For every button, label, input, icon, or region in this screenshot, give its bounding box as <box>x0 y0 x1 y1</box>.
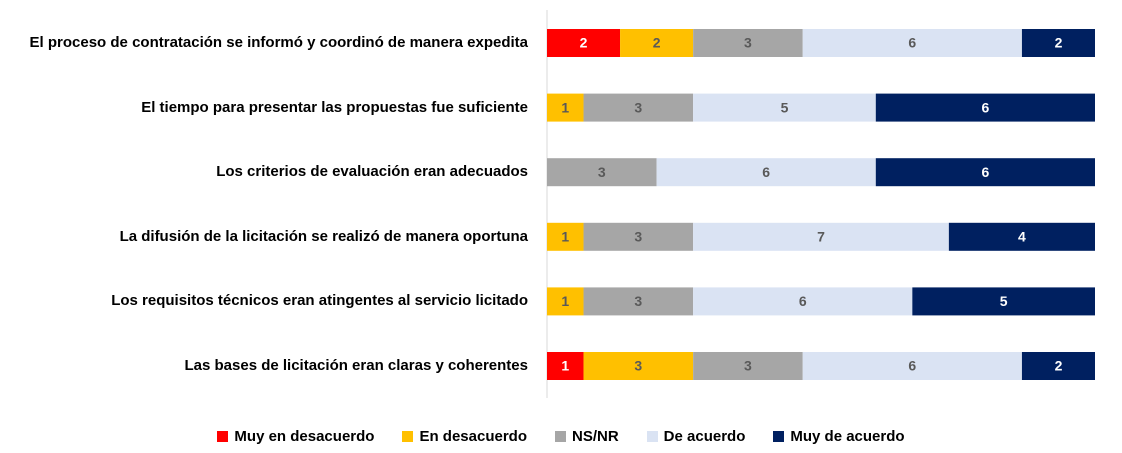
bar-segment <box>693 352 803 380</box>
bar-segment <box>1021 29 1095 57</box>
value-label: 2 <box>580 35 588 51</box>
category-label: Las bases de licitación eran claras y co… <box>8 341 528 391</box>
bar-segment <box>547 287 584 316</box>
bar-segment <box>583 352 694 380</box>
value-label: 1 <box>561 99 569 115</box>
value-label: 2 <box>1055 35 1063 51</box>
value-label: 1 <box>561 293 569 309</box>
legend-label: Muy de acuerdo <box>790 428 905 445</box>
value-label: 6 <box>982 164 990 180</box>
legend-item: Muy en desacuerdo <box>217 428 374 445</box>
value-label: 4 <box>1018 229 1026 245</box>
legend-swatch <box>773 431 785 442</box>
value-label: 6 <box>799 293 807 309</box>
legend-item: NS/NR <box>555 428 619 445</box>
value-label: 1 <box>561 358 569 374</box>
category-text: El proceso de contratación se informó y … <box>29 34 528 51</box>
value-label: 3 <box>634 99 642 115</box>
legend-swatch <box>555 431 566 442</box>
value-label: 6 <box>762 164 770 180</box>
legend-item: En desacuerdo <box>402 428 527 445</box>
bar-segment <box>693 222 949 251</box>
bar-segment <box>547 158 657 187</box>
value-label: 6 <box>982 99 990 115</box>
legend-swatch <box>646 431 658 442</box>
legend: Muy en desacuerdo En desacuerdo NS/NR De ac… <box>0 428 1122 445</box>
value-label: 3 <box>744 358 752 374</box>
legend-label: NS/NR <box>572 428 619 445</box>
bar-segment <box>1021 352 1095 380</box>
category-label: Los requisitos técnicos eran atingentes … <box>8 276 528 326</box>
bar-segment <box>802 352 1022 380</box>
legend-label: Muy en desacuerdo <box>234 428 375 445</box>
bar-segment <box>912 287 1095 316</box>
value-label: 7 <box>817 229 825 245</box>
category-label: La difusión de la licitación se realizó … <box>8 212 528 262</box>
bar-segment <box>583 222 694 251</box>
bar-segment <box>948 222 1095 251</box>
bar-segment <box>693 29 803 57</box>
category-label: El proceso de contratación se informó y … <box>8 18 528 68</box>
category-label: El tiempo para presentar las propuestas … <box>8 83 528 133</box>
category-text: Los criterios de evaluación eran adecuad… <box>216 163 528 181</box>
bar-segment <box>693 287 913 316</box>
legend-label: De acuerdo <box>663 428 746 445</box>
value-label: 3 <box>634 293 642 309</box>
value-label: 6 <box>908 35 916 51</box>
bar-segment <box>693 93 876 122</box>
value-label: 3 <box>634 229 642 245</box>
value-label: 3 <box>598 164 606 180</box>
bar-segment <box>547 29 621 57</box>
bar-segment <box>875 158 1095 187</box>
legend-item: De acuerdo <box>646 428 746 445</box>
legend-item: Muy de acuerdo <box>773 428 905 445</box>
bar-segment <box>583 287 694 316</box>
bar-segment <box>875 93 1095 122</box>
value-label: 5 <box>1000 293 1008 309</box>
category-label: Los criterios de evaluación eran adecuad… <box>8 147 528 197</box>
bar-segment <box>547 93 584 122</box>
bar-segment <box>547 352 584 380</box>
category-text: El tiempo para presentar las propuestas … <box>141 98 528 116</box>
value-label: 2 <box>653 35 661 51</box>
bar-segment <box>802 29 1022 57</box>
legend-label: En desacuerdo <box>419 428 527 445</box>
bar-segment <box>547 222 584 251</box>
category-text: Los requisitos técnicos eran atingentes … <box>111 292 528 310</box>
value-label: 3 <box>744 35 752 51</box>
value-label: 3 <box>634 358 642 374</box>
bar-segment <box>656 158 876 187</box>
value-label: 5 <box>781 99 789 115</box>
legend-swatch <box>402 431 414 442</box>
value-label: 2 <box>1055 358 1063 374</box>
category-text: La difusión de la licitación se realizó … <box>119 227 528 245</box>
bar-segment <box>620 29 694 57</box>
value-label: 1 <box>561 229 569 245</box>
category-text: Las bases de licitación eran claras y co… <box>184 357 528 374</box>
value-label: 6 <box>908 358 916 374</box>
legend-swatch <box>217 431 229 442</box>
bar-segment <box>583 93 694 122</box>
